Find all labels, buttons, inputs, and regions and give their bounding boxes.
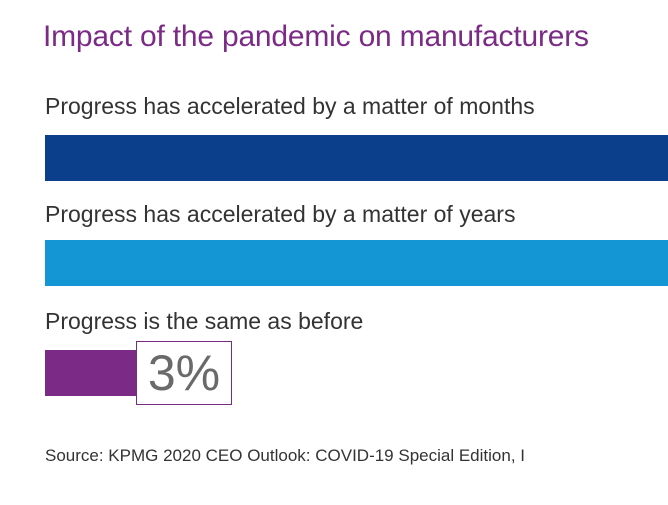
bar-same (45, 350, 137, 396)
chart-title: Impact of the pandemic on manufacturers (43, 20, 589, 53)
category-label-months: Progress has accelerated by a matter of … (45, 93, 535, 119)
bar-years (45, 240, 668, 286)
bar-months (45, 135, 668, 181)
value-label-same: 3% (136, 341, 232, 405)
category-label-same: Progress is the same as before (45, 308, 364, 334)
category-label-years: Progress has accelerated by a matter of … (45, 201, 516, 227)
source-note: Source: KPMG 2020 CEO Outlook: COVID-19 … (45, 446, 525, 465)
